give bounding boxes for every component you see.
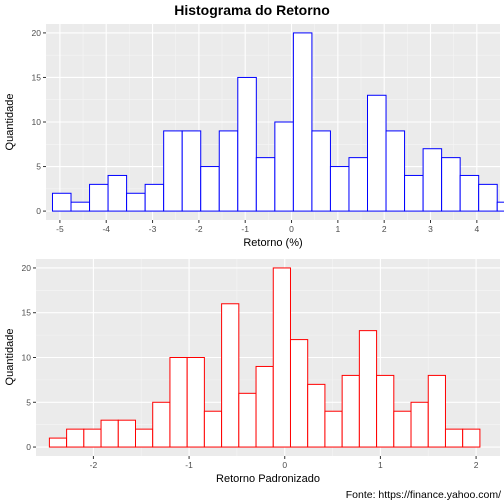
x-tick-label: 2 — [382, 224, 387, 234]
x-tick-label: -1 — [185, 460, 193, 470]
top-histogram-bar — [144, 183, 165, 212]
top-histogram-bar — [478, 183, 498, 212]
top-histogram-bar — [348, 157, 369, 212]
x-tick-label: 2 — [474, 460, 479, 470]
y-tick-label: 15 — [22, 308, 32, 318]
y-tick-label: 10 — [32, 117, 42, 127]
top-histogram-bar — [218, 130, 239, 212]
bottom-histogram-bar — [376, 374, 395, 448]
bottom-histogram-bar — [186, 357, 205, 448]
y-tick-label: 10 — [22, 353, 32, 363]
bottom-histogram-bar — [324, 410, 343, 448]
bottom-histogram-bar — [48, 437, 68, 448]
bottom-y-axis-title: Quantidade — [4, 329, 16, 386]
bottom-histogram-bar — [203, 410, 223, 448]
bottom-histogram-bar — [307, 383, 326, 448]
bottom-histogram: 0 5 10 15 20 -2 -1 0 1 2 Retorno Padronizado Quanti… — [4, 259, 500, 485]
bottom-histogram-bar — [410, 401, 429, 448]
bottom-histogram-bar — [238, 392, 257, 448]
top-x-axis-title: Retorno (%) — [243, 237, 302, 249]
x-tick-label: -1 — [241, 224, 249, 234]
top-histogram-bar — [70, 201, 91, 212]
x-tick-label: -2 — [195, 224, 203, 234]
top-histogram-bar — [311, 130, 331, 212]
y-tick-label: 0 — [36, 206, 41, 216]
x-tick-label: 0 — [282, 460, 287, 470]
bottom-histogram-bar — [100, 419, 119, 448]
top-histogram-bar — [237, 76, 257, 212]
x-tick-label: 1 — [378, 460, 383, 470]
x-tick-label: -5 — [56, 224, 64, 234]
x-tick-label: 1 — [335, 224, 340, 234]
x-tick-label: -3 — [149, 224, 157, 234]
y-tick-label: 15 — [32, 72, 42, 82]
top-histogram-bar — [441, 157, 461, 212]
top-histogram: 0 5 10 15 20 -5 -4 -3 -2 -1 0 1 2 3 4 Retorno (%) Quanti… — [4, 24, 504, 249]
top-histogram-bar — [163, 130, 183, 212]
x-tick-label: -2 — [90, 460, 98, 470]
bottom-histogram-bar — [427, 374, 446, 448]
y-tick-label: 5 — [26, 397, 31, 407]
top-histogram-bar — [496, 201, 504, 212]
top-histogram-bar — [404, 174, 424, 212]
bottom-histogram-bar — [117, 419, 136, 448]
bottom-histogram-bar — [221, 303, 240, 448]
y-tick-label: 20 — [32, 28, 42, 38]
bottom-histogram-bar — [169, 357, 188, 448]
bottom-histogram-bar — [152, 401, 171, 448]
x-tick-label: -4 — [102, 224, 110, 234]
top-histogram-bar — [200, 166, 220, 212]
top-histogram-bar — [255, 157, 276, 212]
chart-title: Histograma do Retorno — [174, 2, 330, 18]
top-histogram-bar — [126, 192, 146, 212]
source-caption: Fonte: https://finance.yahoo.com/ — [346, 489, 501, 501]
top-histogram-bar — [107, 174, 128, 212]
top-histogram-bar — [181, 130, 202, 212]
bottom-histogram-bar — [358, 330, 378, 448]
top-histogram-bar — [51, 192, 72, 212]
bottom-histogram-bar — [444, 428, 464, 448]
top-histogram-bar — [329, 166, 350, 212]
bottom-histogram-bar — [255, 365, 274, 448]
top-histogram-bar — [422, 148, 443, 212]
x-tick-label: 0 — [289, 224, 294, 234]
top-histogram-bar — [385, 130, 406, 212]
top-histogram-bar — [367, 94, 387, 212]
bottom-histogram-bar — [341, 374, 360, 448]
top-y-axis-title: Quantidade — [4, 94, 16, 151]
bottom-histogram-bar — [66, 428, 85, 448]
bottom-histogram-bar — [83, 428, 102, 448]
bottom-histogram-bar — [134, 428, 154, 448]
top-histogram-bar — [292, 32, 313, 212]
bottom-histogram-bar — [462, 428, 481, 448]
bottom-histogram-bar — [272, 267, 291, 448]
y-tick-label: 0 — [26, 442, 31, 452]
bottom-x-axis-title: Retorno Padronizado — [216, 473, 320, 485]
y-tick-label: 20 — [22, 263, 32, 273]
x-tick-label: 3 — [428, 224, 433, 234]
bottom-histogram-bar — [289, 339, 309, 448]
top-histogram-bar — [274, 121, 294, 212]
top-histogram-bar — [89, 183, 109, 212]
y-tick-label: 5 — [36, 162, 41, 172]
x-tick-label: 4 — [474, 224, 479, 234]
bottom-histogram-bar — [393, 410, 412, 448]
top-histogram-bar — [459, 174, 480, 212]
